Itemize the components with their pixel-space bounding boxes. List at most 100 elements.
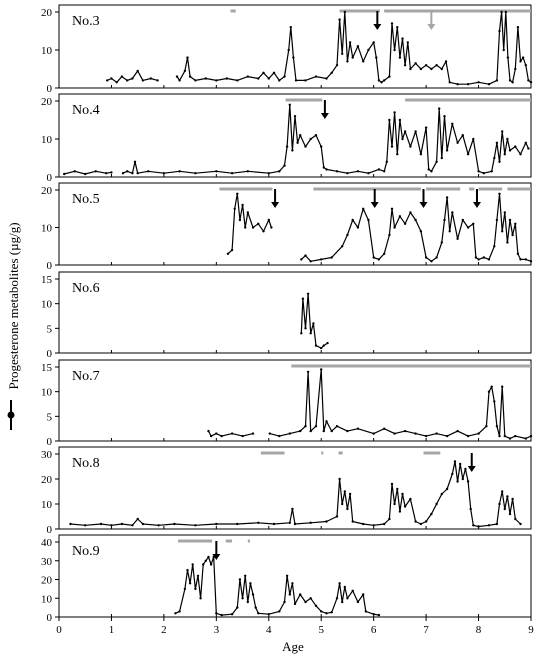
panel-label: No.8: [72, 456, 100, 471]
data-point: [445, 196, 449, 199]
series-line: [175, 556, 380, 616]
series-line: [64, 170, 112, 175]
data-point: [73, 170, 76, 173]
y-tick-label: 0: [47, 83, 53, 95]
arrow-head: [419, 202, 428, 208]
y-tick-label: 10: [41, 499, 53, 511]
data-point: [498, 502, 501, 506]
data-point: [183, 587, 187, 591]
y-tick-label: 10: [41, 45, 53, 57]
data-point: [398, 215, 402, 218]
data-point: [320, 145, 323, 148]
data-point: [141, 522, 145, 526]
panel-frame: [58, 182, 532, 266]
data-point: [346, 233, 349, 237]
panel-label: No.6: [72, 281, 100, 296]
data-point: [309, 260, 312, 263]
data-point: [209, 434, 213, 438]
data-point: [236, 606, 239, 609]
data-point: [346, 429, 349, 433]
data-point: [99, 522, 103, 526]
data-point: [396, 26, 399, 29]
data-point: [524, 63, 527, 67]
y-tick-label: 20: [41, 7, 53, 19]
data-point: [506, 56, 510, 59]
y-tick-label: 5: [47, 411, 53, 423]
data-point: [424, 434, 428, 438]
y-tick-label: 10: [41, 299, 53, 311]
data-point: [341, 245, 344, 248]
data-point: [241, 434, 244, 438]
panel-label: No.7: [72, 369, 100, 384]
data-point: [506, 137, 509, 141]
data-point: [272, 71, 276, 75]
data-point: [398, 510, 402, 513]
data-point: [174, 612, 177, 615]
data-point: [409, 145, 412, 148]
data-point: [501, 230, 504, 233]
y-axis-title: Progesterone metabolites (µg/g): [6, 222, 21, 389]
data-point: [508, 79, 512, 82]
data-point: [501, 385, 504, 388]
data-point: [194, 172, 197, 175]
data-point: [419, 67, 423, 71]
data-point: [338, 477, 341, 481]
data-point: [289, 26, 292, 29]
data-point: [435, 432, 438, 435]
data-point: [314, 425, 318, 428]
data-point: [351, 56, 354, 59]
data-point: [338, 18, 341, 21]
data-point: [149, 77, 152, 80]
data-point: [401, 137, 404, 141]
data-point: [320, 368, 323, 371]
data-point: [398, 56, 402, 59]
y-tick-label: 0: [47, 436, 53, 448]
data-point: [524, 141, 527, 144]
data-point: [393, 432, 396, 435]
data-point: [230, 172, 234, 175]
data-point: [288, 432, 291, 435]
panel-7: 0 10 20 30 40 No.9: [41, 534, 532, 624]
data-point: [461, 134, 464, 137]
data-point: [183, 69, 187, 73]
y-tick-label: 40: [41, 537, 53, 549]
panel-frame: [58, 271, 532, 354]
data-point: [314, 604, 318, 607]
data-point: [456, 429, 459, 433]
y-tick-label: 0: [47, 524, 53, 536]
data-point: [196, 574, 200, 577]
data-point: [396, 153, 399, 156]
data-point: [529, 260, 533, 263]
data-point: [477, 432, 480, 435]
data-point: [508, 512, 512, 516]
data-point: [372, 613, 375, 616]
data-point: [527, 79, 530, 82]
data-point: [191, 563, 194, 566]
data-point: [383, 427, 386, 430]
data-point: [453, 460, 457, 463]
series-line: [70, 460, 521, 528]
data-point: [288, 593, 291, 596]
data-point: [514, 517, 517, 521]
data-point: [409, 211, 412, 214]
data-point: [430, 512, 433, 516]
data-point: [215, 79, 218, 82]
data-point: [325, 168, 328, 171]
data-point: [440, 241, 443, 244]
data-point: [493, 400, 496, 403]
data-point: [377, 168, 381, 171]
data-point: [490, 170, 493, 173]
data-point: [440, 156, 443, 160]
data-point: [377, 613, 381, 617]
data-point: [285, 574, 289, 577]
data-point: [257, 77, 260, 80]
data-point: [503, 434, 506, 438]
data-point: [301, 297, 305, 300]
y-tick-label: 0: [47, 172, 53, 184]
data-point: [136, 172, 139, 175]
data-point: [364, 610, 367, 613]
data-point: [288, 521, 291, 524]
data-point: [448, 81, 451, 84]
data-point: [403, 222, 407, 225]
data-point: [519, 153, 522, 156]
